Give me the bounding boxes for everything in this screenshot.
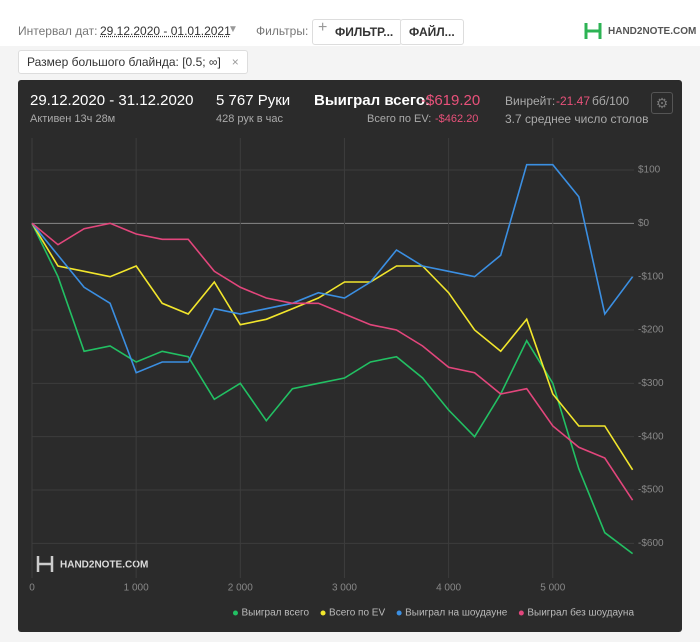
y-tick-label: $0 bbox=[638, 218, 650, 229]
series-line bbox=[31, 222, 634, 555]
logo-icon bbox=[584, 23, 602, 39]
x-tick-label: 3 000 bbox=[332, 583, 357, 594]
legend-marker bbox=[396, 610, 402, 616]
y-tick-label: -$500 bbox=[638, 485, 664, 496]
hands-per-hour: 428 рук в час bbox=[216, 113, 284, 125]
plus-icon: + bbox=[318, 19, 328, 36]
watermark-icon bbox=[36, 556, 54, 572]
file-button[interactable]: ФАЙЛ... bbox=[400, 19, 464, 45]
legend-marker bbox=[232, 610, 238, 616]
x-tick-label: 5 000 bbox=[540, 583, 565, 594]
interval-value[interactable]: 29.12.2020 - 01.01.2021 bbox=[100, 24, 231, 38]
watermark: HAND2NOTE.COM bbox=[60, 560, 148, 571]
legend-label: Выиграл на шоудауне bbox=[405, 608, 508, 619]
legend-marker bbox=[518, 610, 524, 616]
chip-text: Размер большого блайнда: [0.5; ∞] bbox=[27, 55, 221, 69]
y-tick-label: -$300 bbox=[638, 378, 664, 389]
y-tick-label: -$200 bbox=[638, 325, 664, 336]
x-tick-label: 0 bbox=[29, 583, 35, 594]
ev-label: Всего по EV: bbox=[367, 113, 432, 125]
stats-panel bbox=[18, 80, 682, 632]
chip-close[interactable]: × bbox=[231, 55, 239, 69]
legend-label: Всего по EV bbox=[329, 608, 385, 619]
active: Активен 13ч 28м bbox=[30, 113, 116, 125]
logo: HAND2NOTE.COM bbox=[608, 26, 697, 37]
y-tick-label: $100 bbox=[638, 165, 661, 176]
series-line bbox=[31, 222, 634, 501]
filter-button[interactable]: ФИЛЬТР... bbox=[312, 19, 403, 45]
y-tick-label: -$600 bbox=[638, 538, 664, 549]
winrate-unit: бб/100 bbox=[592, 94, 630, 108]
legend-label: Выиграл без шоудауна bbox=[527, 607, 634, 619]
filter-chip[interactable]: Размер большого блайнда: [0.5; ∞] × bbox=[18, 50, 248, 74]
tables: 3.7 среднее число столов bbox=[505, 112, 649, 126]
period: 29.12.2020 - 31.12.2020 bbox=[30, 92, 194, 109]
interval-label: Интервал дат: bbox=[18, 24, 98, 38]
won-label: Выиграл всего: bbox=[314, 92, 431, 109]
filters-label: Фильтры: bbox=[256, 24, 309, 38]
dropdown-arrow[interactable]: ▼ bbox=[228, 24, 238, 35]
won-value: -$619.20 bbox=[421, 92, 481, 109]
series-line bbox=[31, 222, 634, 471]
ev-value: -$462.20 bbox=[435, 113, 479, 125]
settings-button[interactable]: ⚙ bbox=[651, 92, 673, 114]
legend-label: Выиграл всего bbox=[241, 608, 309, 619]
x-tick-label: 1 000 bbox=[124, 583, 149, 594]
x-tick-label: 2 000 bbox=[228, 583, 253, 594]
winrate-value: -21.47 bbox=[556, 94, 591, 108]
legend-marker bbox=[320, 610, 326, 616]
series-line bbox=[31, 163, 634, 374]
x-tick-label: 4 000 bbox=[436, 583, 461, 594]
y-tick-label: -$400 bbox=[638, 431, 664, 442]
winrate-label: Винрейт: bbox=[505, 94, 556, 108]
y-tick-label: -$100 bbox=[638, 271, 664, 282]
hands: 5 767 Руки bbox=[216, 92, 291, 109]
